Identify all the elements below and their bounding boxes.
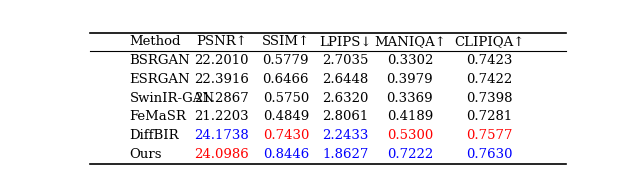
Text: 2.6320: 2.6320	[322, 91, 369, 105]
Text: DiffBIR: DiffBIR	[129, 129, 179, 142]
Text: Ours: Ours	[129, 148, 162, 161]
Text: 0.7422: 0.7422	[466, 73, 513, 86]
Text: 0.6466: 0.6466	[262, 73, 309, 86]
Text: 24.1738: 24.1738	[194, 129, 249, 142]
Text: 0.3979: 0.3979	[387, 73, 433, 86]
Text: SSIM↑: SSIM↑	[262, 35, 310, 48]
Text: FeMaSR: FeMaSR	[129, 110, 186, 123]
Text: 0.7222: 0.7222	[387, 148, 433, 161]
Text: ESRGAN: ESRGAN	[129, 73, 190, 86]
Text: 2.6448: 2.6448	[322, 73, 369, 86]
Text: SwinIR-GAN: SwinIR-GAN	[129, 91, 214, 105]
Text: 22.3916: 22.3916	[194, 73, 249, 86]
Text: LPIPS↓: LPIPS↓	[319, 35, 372, 48]
Text: 0.7423: 0.7423	[466, 54, 513, 67]
Text: 2.2433: 2.2433	[322, 129, 369, 142]
Text: 21.2867: 21.2867	[194, 91, 249, 105]
Text: 0.8446: 0.8446	[262, 148, 309, 161]
Text: 0.3369: 0.3369	[387, 91, 433, 105]
Text: 0.7398: 0.7398	[466, 91, 513, 105]
Text: 0.7630: 0.7630	[466, 148, 513, 161]
Text: 1.8627: 1.8627	[322, 148, 369, 161]
Text: 0.7430: 0.7430	[262, 129, 309, 142]
Text: 0.4849: 0.4849	[262, 110, 309, 123]
Text: 0.4189: 0.4189	[387, 110, 433, 123]
Text: 0.5750: 0.5750	[262, 91, 309, 105]
Text: CLIPIQA↑: CLIPIQA↑	[454, 35, 524, 48]
Text: 22.2010: 22.2010	[194, 54, 248, 67]
Text: BSRGAN: BSRGAN	[129, 54, 190, 67]
Text: 0.3302: 0.3302	[387, 54, 433, 67]
Text: 24.0986: 24.0986	[194, 148, 249, 161]
Text: MANIQA↑: MANIQA↑	[374, 35, 446, 48]
Text: 2.7035: 2.7035	[322, 54, 369, 67]
Text: 2.8061: 2.8061	[322, 110, 369, 123]
Text: 0.7281: 0.7281	[466, 110, 513, 123]
Text: 21.2203: 21.2203	[194, 110, 249, 123]
Text: Method: Method	[129, 35, 181, 48]
Text: PSNR↑: PSNR↑	[196, 35, 247, 48]
Text: 0.5300: 0.5300	[387, 129, 433, 142]
Text: 0.5779: 0.5779	[262, 54, 309, 67]
Text: 0.7577: 0.7577	[466, 129, 513, 142]
